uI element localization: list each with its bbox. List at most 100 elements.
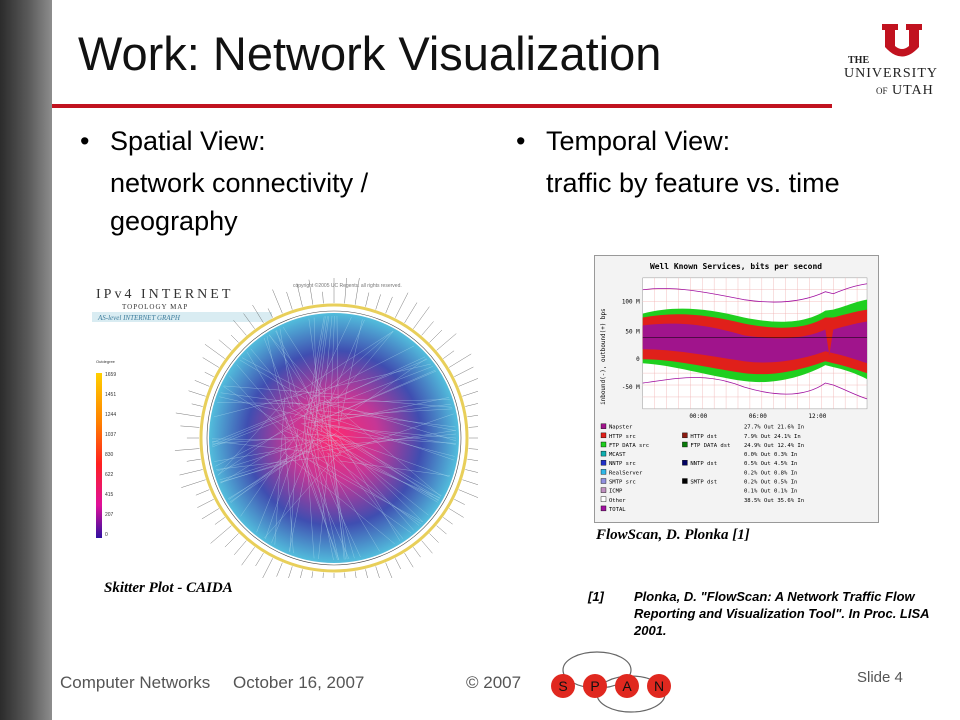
utah-u-icon (882, 24, 922, 57)
footer-course: Computer Networks (60, 673, 211, 692)
skitter-link (322, 403, 456, 431)
skitter-link (326, 452, 420, 526)
skitter-link (338, 436, 400, 541)
legend-swatch (600, 432, 607, 439)
skitter-link (212, 412, 287, 443)
skitter-link (223, 385, 338, 395)
legend-stats: 27.7% Out 21.6% In (744, 425, 804, 431)
skitter-link (314, 369, 436, 423)
scale-tick-label: 1037 (105, 432, 116, 438)
flowscan-caption: FlowScan, D. Plonka [1] (596, 527, 750, 543)
skitter-label-tick (429, 533, 439, 543)
skitter-label-tick (255, 553, 264, 567)
skitter-outer-ring (199, 303, 469, 573)
skitter-label-tick (262, 558, 273, 578)
legend-label: Napster (609, 425, 633, 431)
skitter-link (240, 438, 295, 517)
flowscan-ylabel: inbound(-), outbound(+) bps (600, 308, 607, 405)
legend-swatch (600, 505, 607, 512)
skitter-link (339, 358, 427, 420)
skitter-label-tick (467, 414, 478, 418)
y-tick-label: -50 M (622, 384, 640, 391)
skitter-label-tick (233, 320, 247, 336)
scale-tick-label: 1659 (105, 372, 116, 378)
legend-stats: 0.2% Out 0.8% In (744, 470, 797, 476)
scale-tick-label: 415 (105, 492, 114, 498)
flowscan-title: Well Known Services, bits per second (650, 262, 822, 271)
skitter-label-tick (191, 403, 203, 407)
skitter-inner-ring (206, 310, 462, 566)
skitter-label-ticks (174, 278, 478, 578)
skitter-label-tick (468, 426, 478, 428)
span-letter: N (654, 678, 664, 694)
skitter-link (318, 399, 450, 404)
scale-tick-label: 1451 (105, 392, 116, 398)
skitter-label-tick (413, 306, 430, 329)
x-tick-label: 00:00 (689, 413, 707, 420)
legend-label: NNTP src (609, 461, 636, 467)
legend-swatch (600, 441, 607, 448)
y-tick-label: 100 M (622, 299, 640, 306)
bullet-subtext: traffic by feature vs. time (546, 168, 840, 198)
flowscan-total-inbound-line (642, 377, 868, 400)
skitter-link (310, 316, 328, 432)
legend-swatch (682, 478, 688, 484)
skitter-link (335, 434, 442, 496)
reference-number: [1] (588, 589, 604, 604)
skitter-link (276, 330, 301, 405)
skitter-label-tick (404, 553, 414, 568)
skitter-link (284, 435, 294, 554)
skitter-label-tick (202, 357, 219, 368)
skitter-link (300, 448, 350, 560)
scale-tick-label: 207 (105, 512, 114, 518)
skitter-label-tick (194, 380, 210, 387)
skitter-label-tick (354, 278, 360, 305)
skitter-link (265, 444, 298, 539)
skitter-link (323, 404, 346, 560)
legend-swatch (600, 450, 607, 457)
logo-university: UNIVERSITY (844, 66, 938, 81)
skitter-link (305, 425, 450, 478)
skitter-label-tick (467, 458, 478, 462)
skitter-label-tick (449, 353, 472, 368)
skitter-label-tick (465, 469, 478, 473)
skitter-link (336, 316, 339, 425)
skitter-link (309, 409, 456, 428)
skitter-label-tick (375, 566, 380, 578)
legend-swatch (600, 469, 607, 475)
skitter-link (305, 457, 411, 533)
skitter-link (309, 345, 415, 400)
footer-slide-number: Slide 4 (857, 669, 903, 686)
skitter-label-tick (218, 339, 232, 351)
legend-label: FTP DATA src (609, 443, 649, 449)
skitter-link (303, 317, 352, 418)
university-of-utah-logo: THE UNIVERSITY OF UTAH (840, 22, 950, 102)
skitter-link (289, 429, 298, 552)
scale-tick-label: 0 (105, 532, 108, 538)
legend-stats: 0.2% Out 0.5% In (744, 479, 797, 485)
span-letter-circle (583, 674, 607, 698)
scale-tick-label: 830 (105, 452, 114, 458)
skitter-label-tick (468, 448, 478, 450)
skitter-link (302, 403, 452, 424)
logo-of: OF (876, 86, 888, 96)
legend-swatch (600, 487, 607, 493)
span-letter-circle (551, 674, 575, 698)
skitter-label-tick (308, 279, 314, 305)
skitter-label-tick (204, 344, 225, 359)
skitter-label-tick (241, 547, 255, 566)
legend-stats: 0.5% Out 4.5% In (744, 461, 797, 467)
skitter-link (301, 423, 438, 503)
skitter-label-tick (344, 278, 347, 304)
skitter-link (217, 402, 303, 404)
title-divider (52, 104, 832, 108)
skitter-plot-image: IPv4 INTERNET TOPOLOGY MAP AS-level INTE… (92, 278, 478, 578)
skitter-label-tick (436, 525, 447, 535)
bullet-heading: Spatial View: (110, 126, 266, 156)
skitter-label-tick (429, 329, 443, 343)
bullet-dot: • (516, 126, 526, 156)
skitter-label-tick (214, 517, 225, 525)
skitter-label-tick (311, 571, 314, 578)
skitter-link (306, 440, 361, 558)
legend-swatch (682, 432, 688, 439)
